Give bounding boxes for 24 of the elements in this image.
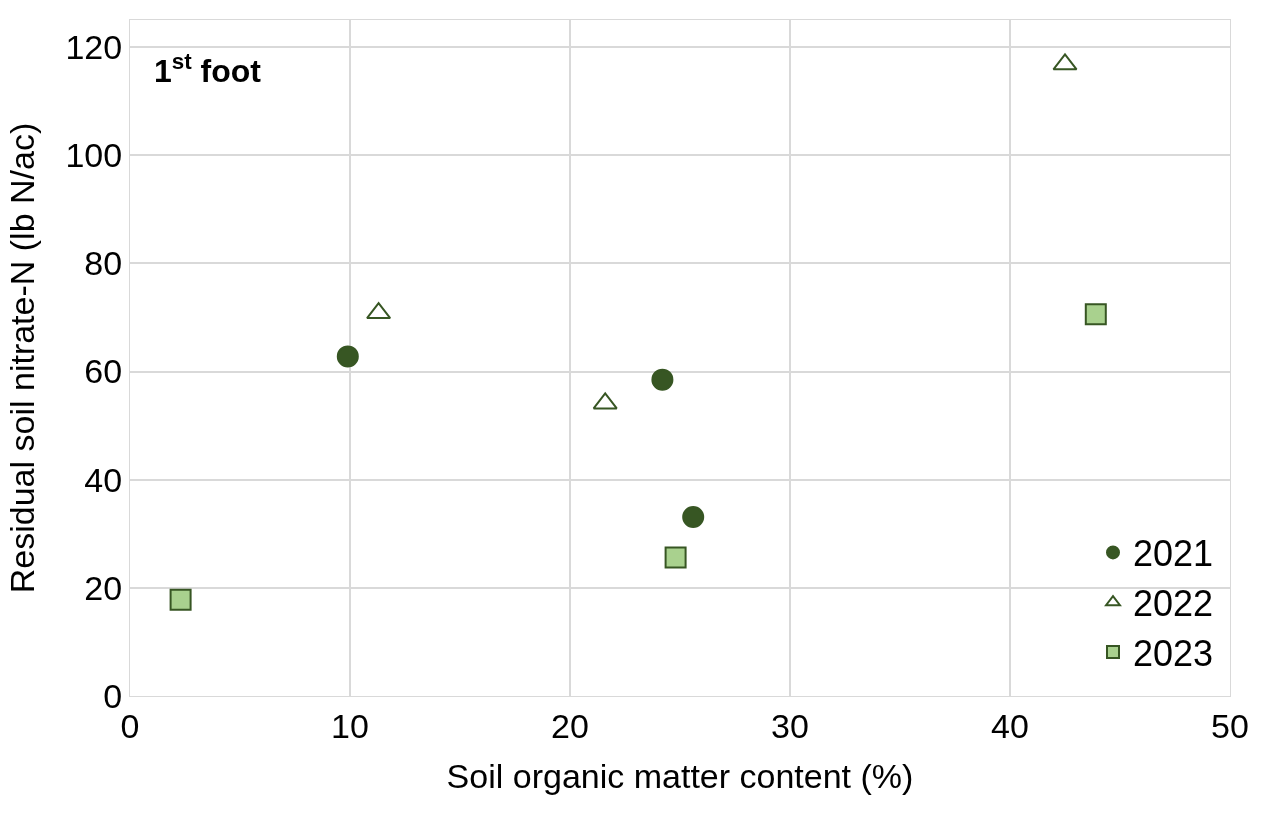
point [336,345,359,368]
x-tick-label: 10 [331,706,369,745]
x-tick-label: 40 [991,706,1029,745]
y-tick-label: 120 [65,27,123,66]
point [664,546,687,569]
x-tick-label: 50 [1211,706,1249,745]
point [1084,303,1107,326]
point [682,506,705,528]
point [169,588,192,611]
legend-label: 2022 [1133,583,1214,625]
annotation: 1$^{st}$ foot [154,49,262,90]
y-axis-title: Residual soil nitrate-N (lb N/ac) [3,122,42,594]
y-tick-label: 40 [84,460,123,499]
y-tick-label: 100 [65,136,123,175]
x-axis-title: Soil organic matter content (%) [446,757,914,796]
y-tick-label: 80 [84,244,123,283]
legend-label: 2023 [1133,633,1214,675]
x-tick-label: 30 [771,706,809,745]
point [651,368,674,391]
y-tick-label: 60 [84,352,123,391]
y-tick-label: 0 [103,676,123,715]
x-tick-label: 20 [551,706,589,745]
legend-label: 2021 [1133,533,1214,575]
y-tick-label: 20 [84,568,123,607]
